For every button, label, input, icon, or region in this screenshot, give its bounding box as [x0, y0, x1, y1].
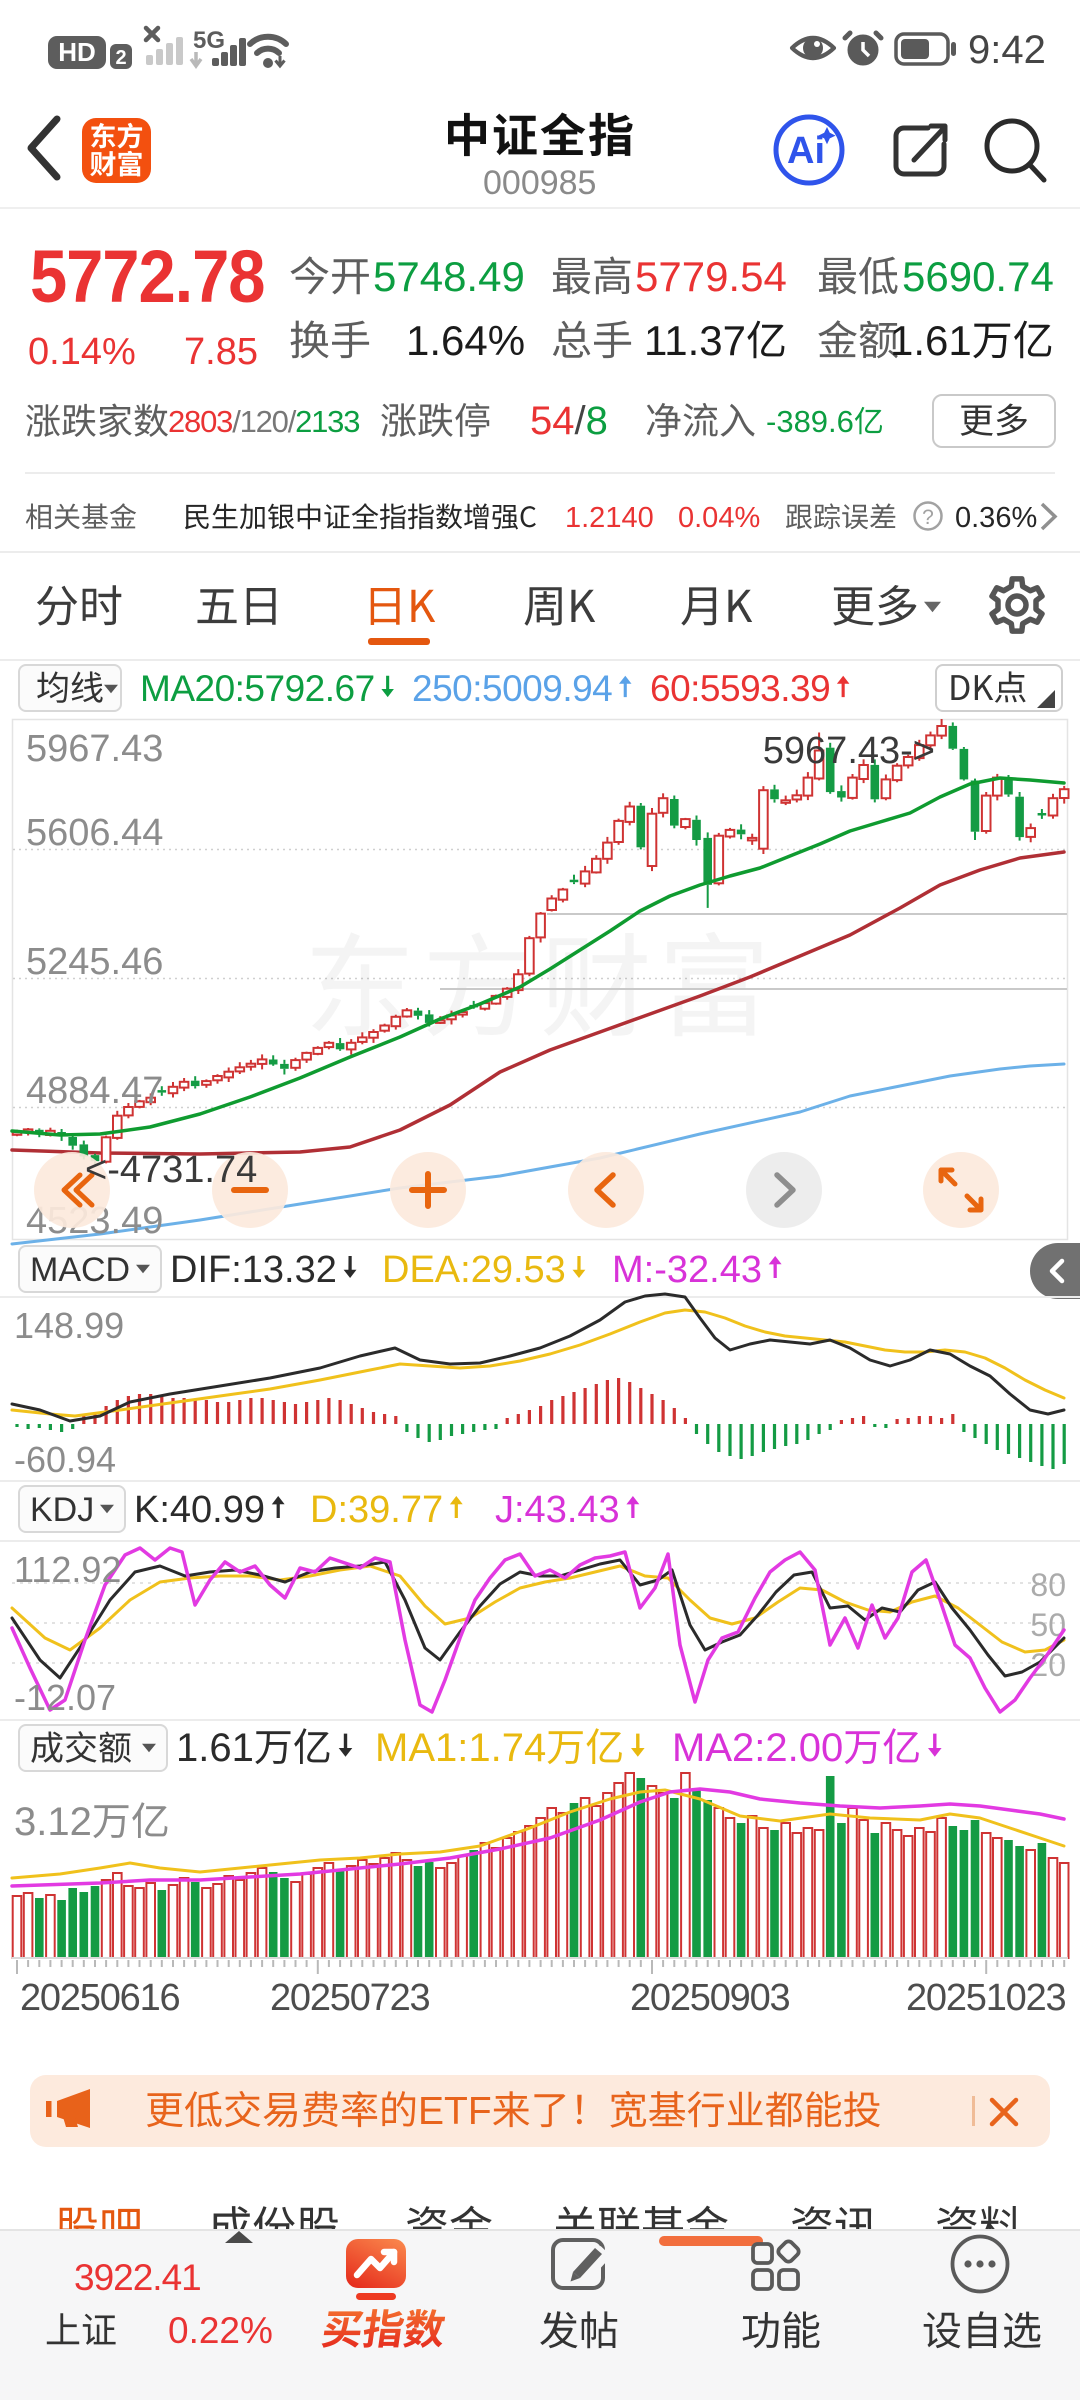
svg-text:5967.43->: 5967.43-> [763, 730, 935, 772]
svg-text:D:39.77: D:39.77 [310, 1489, 443, 1531]
svg-text:3.12: 3.12 [14, 1800, 92, 1844]
svg-text:MA2:2.00: MA2:2.00 [672, 1726, 843, 1770]
svg-text:3922.41: 3922.41 [74, 2257, 201, 2298]
svg-text:9:42: 9:42 [968, 28, 1046, 72]
svg-text:1.61: 1.61 [176, 1726, 254, 1770]
svg-text:-12.07: -12.07 [14, 1677, 116, 1718]
svg-text:5967.43: 5967.43 [26, 728, 163, 770]
svg-text:0.36%: 0.36% [955, 502, 1037, 534]
svg-text:/: / [575, 399, 587, 443]
svg-text:-60.94: -60.94 [14, 1439, 116, 1480]
svg-text:DEA:29.53: DEA:29.53 [382, 1249, 566, 1291]
svg-text:5G: 5G [193, 27, 225, 54]
svg-text:KDJ: KDJ [30, 1491, 94, 1529]
svg-text:7.85: 7.85 [184, 331, 258, 373]
svg-text:60:5593.39: 60:5593.39 [650, 668, 830, 709]
svg-text:4884.47: 4884.47 [26, 1070, 163, 1112]
svg-text:54: 54 [530, 399, 575, 443]
svg-text:5245.46: 5245.46 [26, 941, 163, 983]
svg-text:MACD: MACD [30, 1251, 130, 1289]
svg-text:20251023: 20251023 [906, 1977, 1066, 2019]
svg-text:2133: 2133 [295, 404, 359, 439]
svg-text:2: 2 [115, 47, 126, 69]
svg-text:8: 8 [586, 399, 608, 443]
svg-text:M:-32.43: M:-32.43 [612, 1249, 762, 1291]
svg-text:1.2140: 1.2140 [565, 502, 654, 534]
svg-text:11.37: 11.37 [644, 317, 746, 364]
svg-text:0.04%: 0.04% [678, 502, 760, 534]
svg-text:ETF: ETF [418, 2090, 492, 2133]
svg-text:20250723: 20250723 [270, 1977, 430, 2019]
svg-text:J:43.43: J:43.43 [495, 1489, 620, 1531]
svg-text:K:40.99: K:40.99 [134, 1489, 265, 1531]
svg-text:5690.74: 5690.74 [902, 253, 1054, 300]
svg-text:<-4731.74: <-4731.74 [85, 1149, 257, 1191]
svg-text:DIF:13.32: DIF:13.32 [170, 1249, 337, 1291]
svg-text:5606.44: 5606.44 [26, 812, 163, 854]
svg-text:20250903: 20250903 [630, 1977, 790, 2019]
svg-text:20250616: 20250616 [20, 1977, 180, 2019]
svg-text:0.14%: 0.14% [28, 331, 136, 373]
svg-text:148.99: 148.99 [14, 1305, 124, 1346]
svg-text:5779.54: 5779.54 [635, 253, 787, 300]
svg-text:-389.6: -389.6 [766, 404, 854, 439]
svg-text:112.92: 112.92 [14, 1549, 121, 1590]
svg-text:5748.49: 5748.49 [373, 253, 525, 300]
svg-text:2803: 2803 [168, 404, 232, 439]
svg-text:HD: HD [58, 37, 96, 67]
svg-text:Ai: Ai [787, 130, 825, 172]
svg-text:80: 80 [1030, 1567, 1066, 1603]
svg-text:5772.78: 5772.78 [30, 235, 264, 318]
svg-text:1.61: 1.61 [890, 317, 972, 364]
svg-text:250:5009.94: 250:5009.94 [412, 668, 612, 709]
svg-text:MA1:1.74: MA1:1.74 [375, 1726, 546, 1770]
svg-text:000985: 000985 [483, 164, 596, 202]
svg-text:?: ? [922, 506, 934, 529]
svg-text:MA20:5792.67: MA20:5792.67 [140, 668, 375, 709]
svg-text:/120/: /120/ [232, 404, 297, 439]
svg-text:0.22%: 0.22% [168, 2310, 273, 2351]
svg-text:1.64%: 1.64% [406, 317, 525, 364]
